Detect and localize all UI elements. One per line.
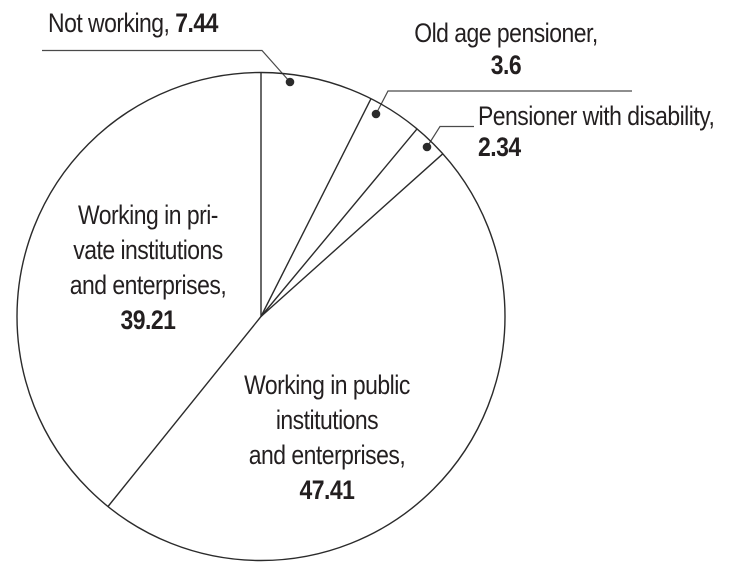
label-working-public: Working in public institutions and enter… — [225, 368, 429, 508]
leader-line-0 — [42, 49, 291, 83]
label-working-public-line3: and enterprises, — [248, 440, 406, 470]
label-not-working: Not working, 7.44 — [48, 8, 218, 38]
slice-boundary-working-in-public-institutions-and-enterprises — [260, 153, 444, 318]
slice-boundary-old-age-pensioner — [260, 98, 372, 317]
label-not-working-value: 7.44 — [175, 8, 218, 38]
slice-boundary-working-in-private-institutions-and-enterprises — [107, 316, 262, 507]
leader-line-2 — [426, 125, 474, 148]
label-working-private-line2: vate institutions — [73, 235, 223, 265]
label-old-age-pensioner-value: 3.6 — [490, 50, 522, 80]
label-working-private-line3: and enterprises, — [69, 270, 227, 300]
label-working-private-value: 39.21 — [120, 305, 176, 335]
leader-line-1 — [375, 90, 632, 115]
label-working-public-line1: Working in public — [244, 370, 410, 400]
label-working-public-value: 47.41 — [299, 475, 355, 505]
label-old-age-pensioner: Old age pensioner, 3.6 — [404, 17, 608, 81]
label-pensioner-disability-value: 2.34 — [478, 132, 521, 162]
label-old-age-pensioner-text: Old age pensioner, — [414, 18, 598, 48]
label-working-public-line2: institutions — [275, 405, 379, 435]
leader-dot-1 — [371, 109, 381, 119]
leader-dot-0 — [285, 77, 295, 87]
label-working-private: Working in pri- vate institutions and en… — [46, 198, 250, 338]
leader-dot-2 — [422, 142, 432, 152]
label-working-private-line1: Working in pri- — [78, 200, 218, 230]
label-pensioner-disability: Pensioner with disability, 2.34 — [478, 101, 715, 163]
label-not-working-text: Not working, — [48, 8, 170, 38]
slice-boundary-pensioner-with-disability — [260, 128, 418, 317]
label-pensioner-disability-text: Pensioner with disability, — [478, 101, 715, 131]
